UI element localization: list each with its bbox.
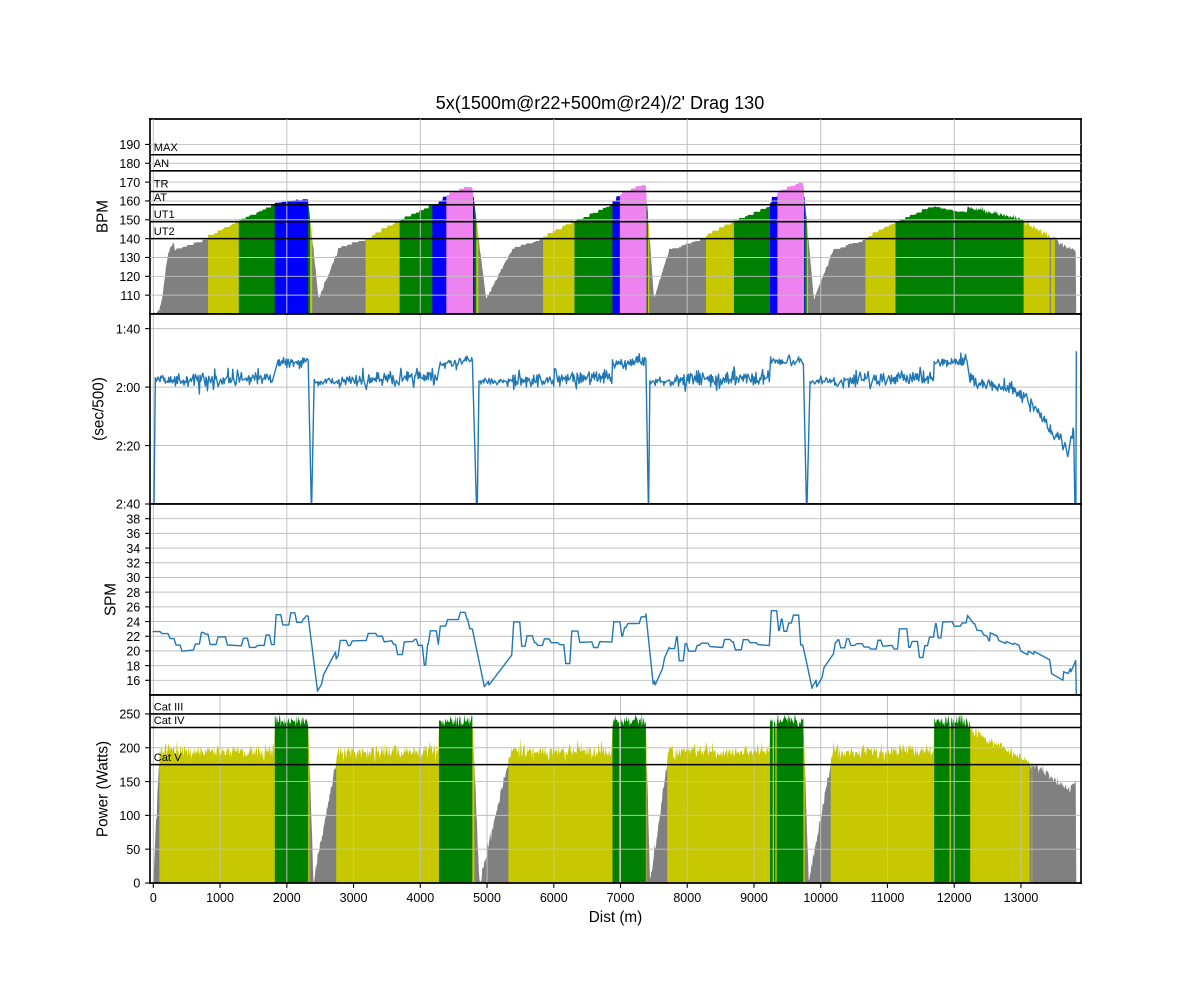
svg-text:2:20: 2:20	[116, 439, 140, 453]
svg-text:26: 26	[126, 601, 140, 615]
svg-text:2:40: 2:40	[116, 498, 140, 512]
svg-text:3000: 3000	[340, 891, 368, 905]
svg-text:200: 200	[119, 742, 140, 756]
svg-text:UT1: UT1	[154, 209, 175, 221]
svg-text:24: 24	[126, 615, 140, 629]
svg-text:34: 34	[126, 542, 140, 556]
svg-text:Dist (m): Dist (m)	[589, 909, 642, 926]
svg-text:1:40: 1:40	[116, 322, 140, 336]
svg-text:AN: AN	[154, 158, 169, 170]
svg-text:20: 20	[126, 645, 140, 659]
svg-text:170: 170	[119, 176, 140, 190]
svg-text:0: 0	[150, 891, 157, 905]
svg-text:5000: 5000	[473, 891, 501, 905]
svg-text:MAX: MAX	[154, 142, 179, 154]
svg-text:0: 0	[133, 877, 140, 891]
svg-text:7000: 7000	[607, 891, 635, 905]
svg-text:130: 130	[119, 251, 140, 265]
svg-text:Power (Watts): Power (Watts)	[95, 741, 112, 837]
svg-text:180: 180	[119, 157, 140, 171]
svg-text:Cat V: Cat V	[154, 752, 182, 764]
svg-text:UT2: UT2	[154, 226, 175, 238]
svg-text:36: 36	[126, 527, 140, 541]
svg-text:190: 190	[119, 138, 140, 152]
svg-text:AT: AT	[154, 192, 168, 204]
svg-text:TR: TR	[154, 179, 169, 191]
svg-text:(sec/500): (sec/500)	[90, 377, 107, 441]
svg-text:12000: 12000	[937, 891, 972, 905]
svg-text:5x(1500m@r22+500m@r24)/2' Drag: 5x(1500m@r22+500m@r24)/2' Drag 130	[436, 93, 765, 113]
svg-text:160: 160	[119, 195, 140, 209]
svg-text:32: 32	[126, 557, 140, 571]
svg-text:Cat III: Cat III	[154, 701, 184, 713]
svg-text:11000: 11000	[871, 891, 905, 905]
svg-text:100: 100	[119, 809, 140, 823]
svg-text:6000: 6000	[540, 891, 568, 905]
svg-text:2:00: 2:00	[116, 381, 140, 395]
svg-text:150: 150	[119, 214, 140, 228]
svg-text:16: 16	[126, 674, 140, 688]
svg-text:28: 28	[126, 586, 140, 600]
svg-text:140: 140	[119, 232, 140, 246]
svg-text:50: 50	[126, 843, 140, 857]
svg-text:120: 120	[119, 270, 140, 284]
svg-text:BPM: BPM	[95, 200, 112, 233]
svg-text:250: 250	[119, 708, 140, 722]
svg-text:30: 30	[126, 571, 140, 585]
svg-text:2000: 2000	[273, 891, 301, 905]
svg-text:18: 18	[126, 659, 140, 673]
svg-text:22: 22	[126, 630, 140, 644]
svg-text:9000: 9000	[740, 891, 768, 905]
svg-text:Cat IV: Cat IV	[154, 715, 185, 727]
svg-text:SPM: SPM	[103, 583, 120, 616]
svg-text:1000: 1000	[206, 891, 234, 905]
svg-text:150: 150	[119, 775, 140, 789]
svg-text:4000: 4000	[406, 891, 434, 905]
svg-text:13000: 13000	[1004, 891, 1039, 905]
svg-text:10000: 10000	[803, 891, 838, 905]
svg-text:8000: 8000	[673, 891, 701, 905]
svg-text:110: 110	[120, 289, 140, 303]
svg-text:38: 38	[126, 512, 140, 526]
